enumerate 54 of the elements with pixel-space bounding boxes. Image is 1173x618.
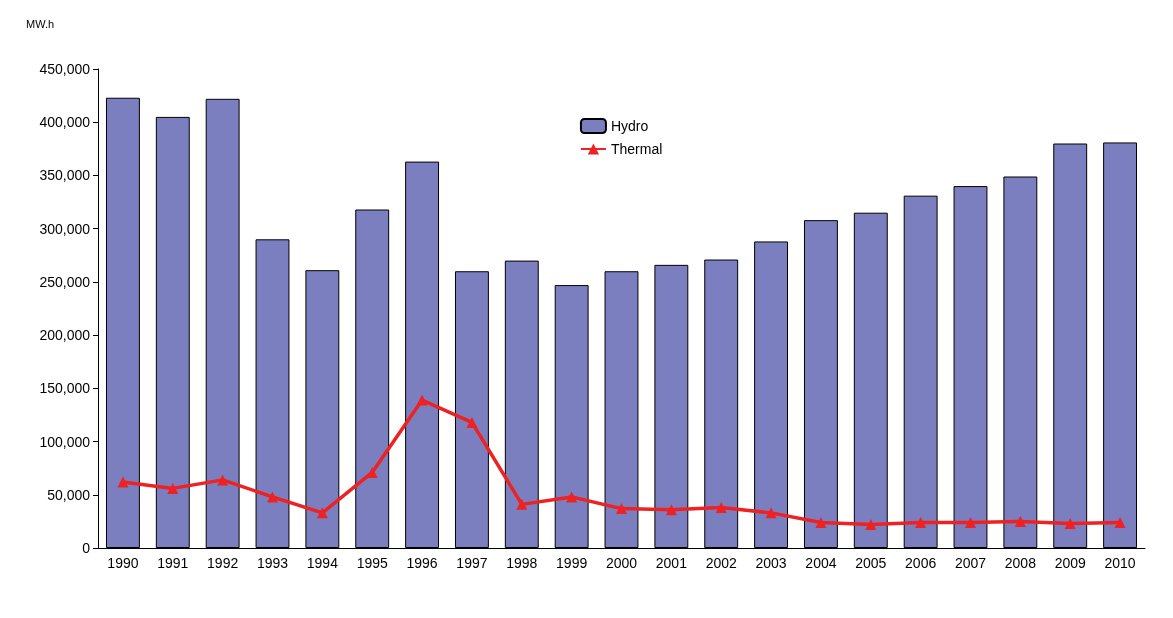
point — [815, 516, 827, 528]
y-tick-label: 400,000 — [39, 114, 91, 131]
x-tick-label: 1990 — [107, 555, 139, 571]
x-tick-label: 1995 — [356, 555, 388, 571]
point — [466, 416, 478, 428]
legend-label: Hydro — [610, 118, 649, 134]
y-tick-label: 150,000 — [39, 380, 91, 397]
point — [715, 502, 727, 514]
point — [1114, 516, 1126, 528]
point — [1064, 518, 1076, 530]
x-tick-label: 1997 — [456, 555, 488, 571]
point — [167, 482, 179, 494]
x-tick-label: 2010 — [1104, 555, 1136, 571]
x-tick-label: 2005 — [855, 555, 887, 571]
point — [516, 498, 528, 510]
x-tick-label: 2007 — [954, 555, 987, 571]
y-axis-title: MW.h — [26, 17, 55, 30]
point — [566, 491, 578, 503]
y-tick-label: 0 — [82, 540, 91, 556]
y-tick-label: 450,000 — [39, 61, 91, 77]
x-tick-label: 1994 — [306, 555, 339, 571]
y-tick-label: 300,000 — [39, 220, 91, 237]
x-tick-label: 2000 — [605, 555, 638, 571]
point — [865, 519, 877, 531]
x-tick-label: 2004 — [805, 555, 837, 571]
point — [117, 476, 129, 488]
point — [965, 516, 976, 528]
y-tick-label: 100,000 — [39, 433, 91, 450]
x-tick-label: 1991 — [157, 555, 189, 571]
point — [316, 507, 328, 519]
point — [665, 504, 677, 516]
y-tick-label: 50,000 — [47, 486, 91, 503]
x-tick-label: 1998 — [506, 555, 538, 571]
x-tick-label: 1999 — [556, 555, 588, 571]
x-tick-label: 2001 — [655, 555, 688, 571]
point — [416, 394, 428, 406]
legend-label: Thermal — [610, 141, 663, 157]
x-tick-label: 1993 — [256, 555, 289, 571]
point — [217, 474, 229, 486]
point — [616, 503, 627, 515]
x-tick-label: 2009 — [1054, 555, 1086, 571]
point — [267, 491, 278, 503]
x-tick-label: 1996 — [406, 555, 438, 571]
x-tick-label: 2008 — [1004, 555, 1037, 571]
y-tick-label: 200,000 — [39, 327, 91, 344]
point — [765, 507, 777, 519]
point — [1014, 515, 1026, 527]
point — [915, 516, 927, 528]
x-tick-label: 2003 — [755, 555, 787, 571]
x-tick-label: 2002 — [705, 555, 737, 571]
y-tick-label: 250,000 — [39, 273, 91, 290]
x-tick-label: 1992 — [207, 555, 239, 571]
x-tick-label: 2006 — [905, 555, 937, 571]
y-tick-label: 350,000 — [39, 167, 91, 184]
